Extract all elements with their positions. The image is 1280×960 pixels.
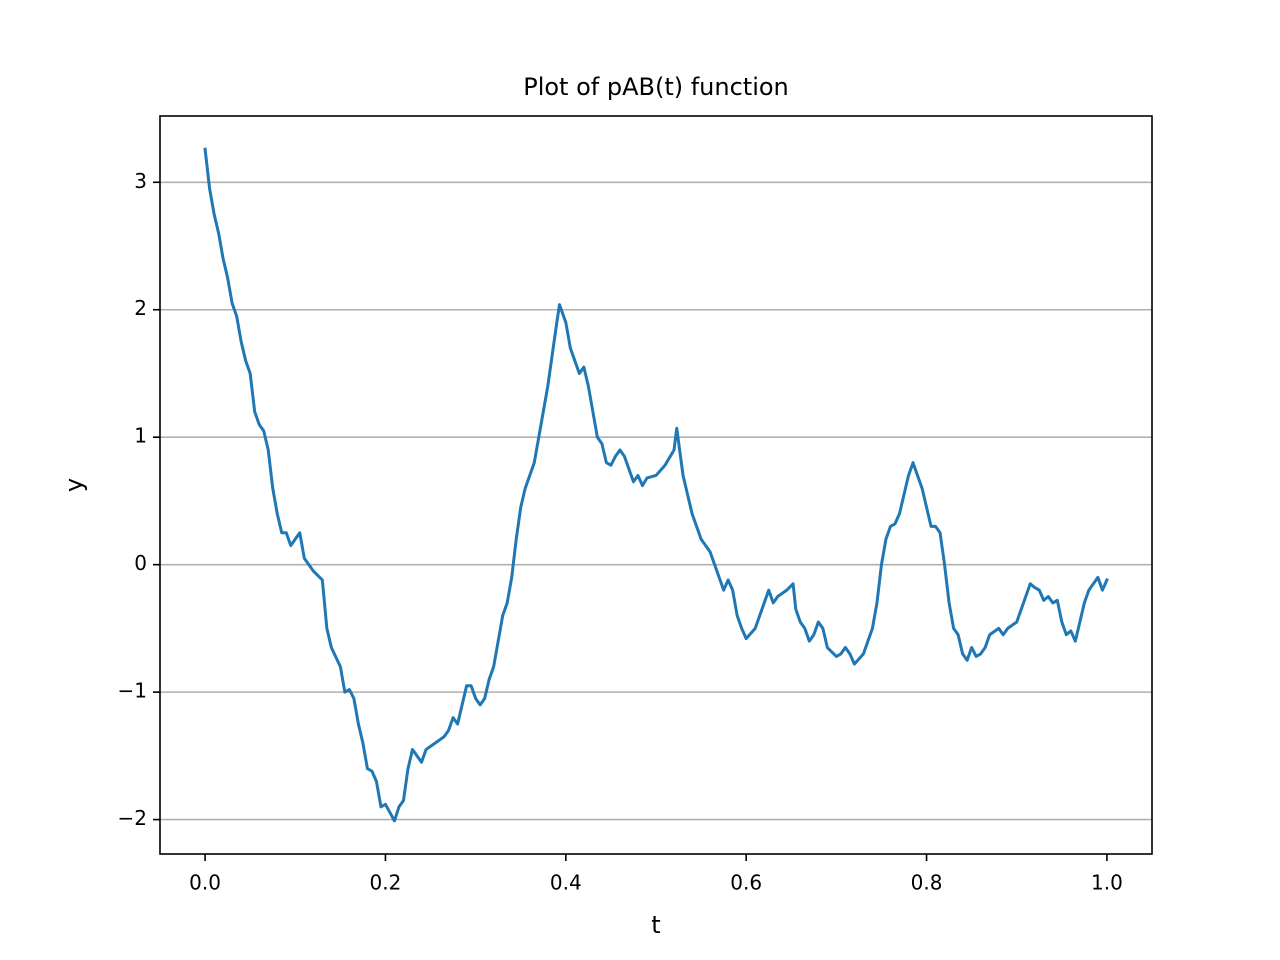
data-line [203,147,1109,823]
x-tick-label: 0.4 [550,871,582,895]
y-tick-label: 3 [134,169,147,193]
chart-title: Plot of pAB(t) function [523,73,789,101]
y-tick-label: −2 [118,806,147,830]
x-tick-label: 0.0 [189,871,221,895]
x-tick-label: 1.0 [1091,871,1123,895]
y-tick-label: 0 [134,551,147,575]
y-tick-label: −1 [118,679,147,703]
y-tick-label: 1 [134,424,147,448]
x-tick-label: 0.2 [370,871,402,895]
x-tick-label: 0.6 [730,871,762,895]
y-axis-label: y [60,478,88,492]
x-axis-label: t [651,911,660,939]
x-tick-label: 0.8 [911,871,943,895]
y-tick-label: 2 [134,296,147,320]
axes-frame [159,115,1153,855]
